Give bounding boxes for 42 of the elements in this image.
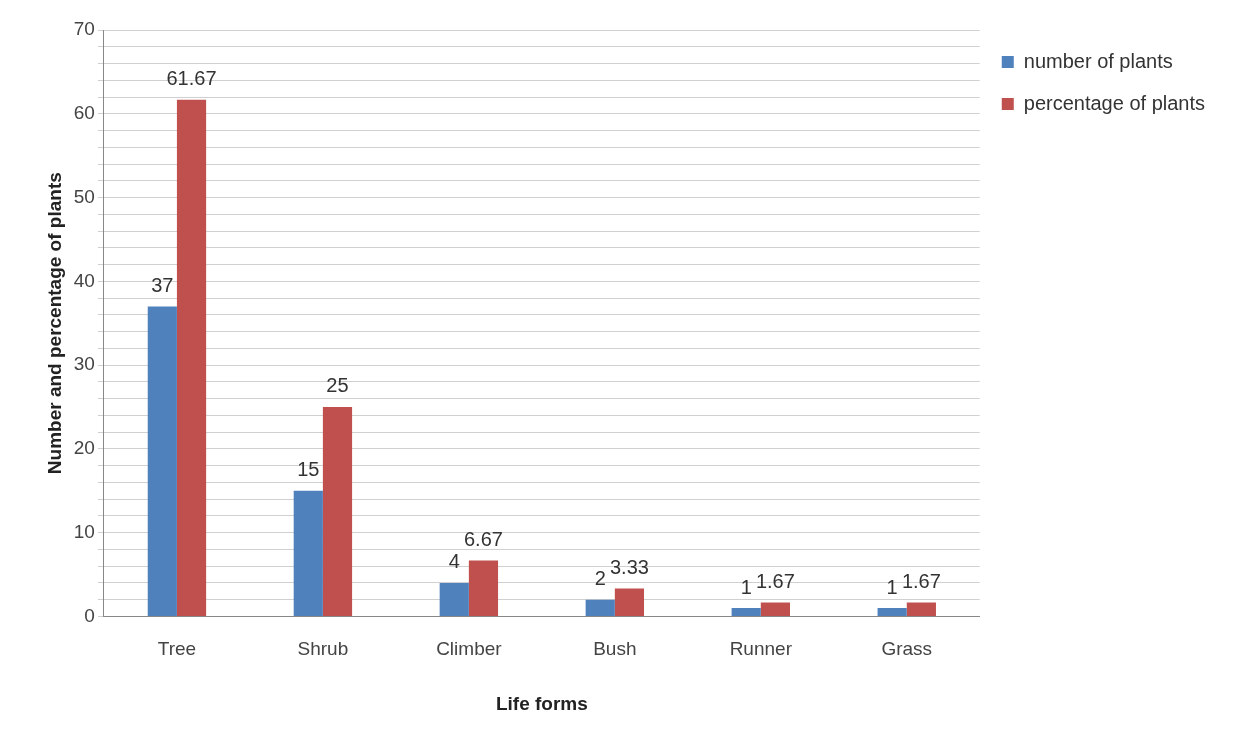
y-tick-label: 70 (73, 18, 95, 40)
bar (760, 602, 790, 616)
y-tick-label: 10 (73, 520, 95, 542)
bar (176, 99, 207, 616)
y-axis-title: Number and percentage of plants (43, 172, 65, 475)
data-label: 1.67 (901, 569, 941, 592)
data-label: 61.67 (166, 67, 217, 90)
data-label: 3.33 (609, 556, 649, 579)
y-tick-label: 20 (73, 437, 95, 459)
y-tick-label: 60 (73, 102, 95, 124)
x-tick-label: Bush (593, 638, 637, 660)
legend-label: percentage of plants (1023, 91, 1206, 114)
data-label: 1.67 (755, 569, 795, 592)
bar (731, 608, 761, 616)
bar (439, 582, 469, 616)
bar (877, 608, 907, 616)
y-tick-label: 0 (84, 604, 95, 626)
data-label: 1 (886, 575, 898, 598)
x-tick-label: Runner (729, 638, 793, 660)
bar (293, 490, 323, 616)
data-label: 37 (151, 273, 174, 296)
data-label: 6.67 (463, 528, 503, 551)
y-tick-label: 40 (73, 269, 95, 291)
bar (468, 560, 499, 616)
data-label: 1 (740, 575, 752, 598)
data-label: 15 (297, 458, 320, 481)
x-tick-label: Grass (881, 638, 933, 660)
bar (147, 306, 177, 616)
data-label: 2 (594, 567, 606, 590)
y-tick-label: 50 (73, 185, 95, 207)
data-label: 25 (326, 374, 349, 397)
bar (585, 599, 615, 616)
x-tick-label: Climber (436, 638, 503, 660)
bar (906, 602, 936, 616)
legend-label: number of plants (1023, 49, 1173, 72)
x-tick-label: Tree (157, 638, 197, 660)
data-label: 4 (448, 550, 460, 573)
x-tick-label: Shrub (297, 638, 349, 660)
bar (322, 406, 353, 616)
bar (614, 588, 645, 616)
y-tick-label: 30 (73, 353, 95, 375)
x-axis-title: Life forms (495, 692, 588, 714)
